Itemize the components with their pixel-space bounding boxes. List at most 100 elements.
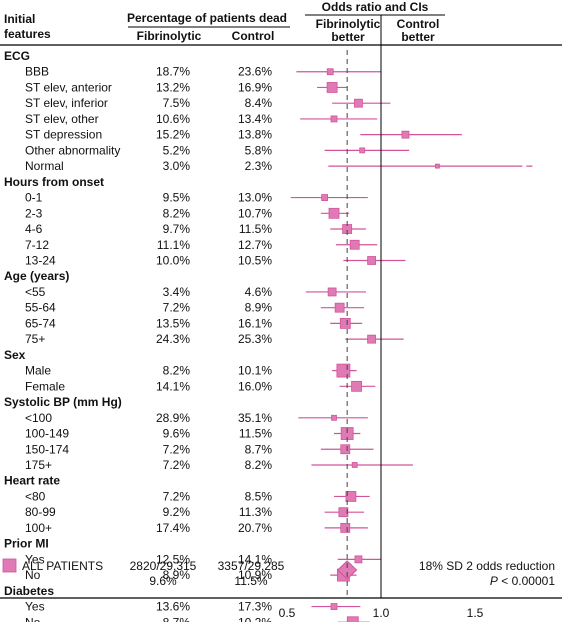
overall-ctrl-pct: 11.5% (234, 574, 267, 588)
x-tick-label: 1.5 (467, 606, 484, 620)
row-label: 150-174 (25, 442, 69, 456)
row-marker (340, 444, 351, 455)
row-fibrinolytic-pct: 12.5% (156, 552, 190, 566)
row-fibrinolytic-pct: 7.2% (163, 442, 191, 456)
row-marker (351, 380, 362, 392)
row-marker (331, 414, 337, 421)
row-fibrinolytic-pct: 8.2% (163, 206, 191, 220)
row-control-pct: 2.3% (245, 159, 273, 173)
row-label: 0-1 (25, 191, 43, 205)
row-marker (327, 287, 337, 297)
row-fibrinolytic-pct: 15.2% (156, 128, 190, 142)
header-or-group: Odds ratio and CIs (322, 0, 429, 14)
x-tick-label: 1.0 (373, 606, 390, 620)
row-control-pct: 11.5% (239, 222, 272, 236)
row-fibrinolytic-pct: 10.6% (156, 112, 190, 126)
header-ctrl-better: better (401, 30, 435, 44)
row-control-pct: 8.9% (245, 301, 273, 315)
row-marker (345, 491, 357, 502)
row-control-pct: 13.0% (238, 191, 272, 205)
row-control-pct: 13.4% (238, 112, 272, 126)
row-label: No (25, 615, 41, 622)
group-heading: Age (years) (4, 269, 69, 283)
header-col-fibrinolytic: Fibrinolytic (137, 29, 202, 43)
row-fibrinolytic-pct: 11.1% (157, 238, 190, 252)
row-fibrinolytic-pct: 13.6% (156, 600, 190, 614)
row-marker (326, 68, 334, 76)
row-control-pct: 12.7% (238, 238, 272, 252)
group-heading: Hours from onset (4, 175, 104, 189)
row-label: Other abnormality (25, 143, 120, 157)
row-label: <55 (25, 285, 46, 299)
row-fibrinolytic-pct: 9.7% (163, 222, 191, 236)
row-label: 65-74 (25, 316, 56, 330)
row-fibrinolytic-pct: 28.9% (156, 411, 190, 425)
row-marker (339, 318, 351, 329)
overall-p-value: P < 0.00001 (490, 574, 555, 588)
header-fib-better: better (331, 30, 365, 44)
overall-fib-counts: 2820/29,315 (130, 559, 197, 573)
group-heading: Diabetes (4, 584, 54, 598)
overall-summary: 18% SD 2 odds reduction (419, 559, 555, 573)
row-control-pct: 35.1% (238, 411, 272, 425)
row-fibrinolytic-pct: 7.2% (163, 301, 191, 315)
row-control-pct: 11.3% (239, 505, 272, 519)
row-control-pct: 10.1% (238, 364, 272, 378)
x-tick-label: 0.5 (279, 606, 296, 620)
header-features: features (4, 27, 51, 41)
row-fibrinolytic-pct: 5.2% (163, 143, 191, 157)
row-fibrinolytic-pct: 13.2% (156, 80, 190, 94)
row-label: 2-3 (25, 206, 43, 220)
row-control-pct: 23.6% (238, 65, 272, 79)
row-control-pct: 8.5% (245, 489, 273, 503)
row-label: 4-6 (25, 222, 43, 236)
row-label: 80-99 (25, 505, 56, 519)
row-control-pct: 16.1% (238, 316, 272, 330)
row-marker (367, 334, 377, 344)
row-marker (330, 115, 338, 123)
row-label: Male (25, 364, 51, 378)
row-label: Yes (25, 552, 45, 566)
group-heading: ECG (4, 49, 30, 63)
row-fibrinolytic-pct: 3.0% (163, 159, 191, 173)
header-fib-better: Fibrinolytic (316, 17, 381, 31)
row-marker (338, 507, 349, 518)
group-heading: Systolic BP (mm Hg) (4, 395, 122, 409)
row-marker (354, 555, 363, 564)
overall-legend-square (2, 558, 17, 573)
row-label: ST elev, other (25, 112, 99, 126)
overall-diamond (337, 560, 358, 580)
row-marker (321, 194, 329, 201)
row-fibrinolytic-pct: 24.3% (156, 332, 190, 346)
row-control-pct: 11.5% (239, 427, 272, 441)
group-heading: Prior MI (4, 537, 49, 551)
row-control-pct: 13.8% (238, 128, 272, 142)
row-label: Female (25, 379, 65, 393)
row-fibrinolytic-pct: 8.9% (163, 568, 191, 582)
row-label: ST elev, anterior (25, 80, 112, 94)
row-label: BBB (25, 65, 49, 79)
row-label: 100-149 (25, 427, 69, 441)
row-label: 175+ (25, 458, 52, 472)
row-marker (351, 462, 358, 468)
row-control-pct: 17.3% (238, 600, 272, 614)
row-marker (354, 98, 363, 108)
row-fibrinolytic-pct: 9.6% (163, 427, 191, 441)
row-control-pct: 14.1% (238, 552, 272, 566)
row-control-pct: 4.6% (245, 285, 273, 299)
row-fibrinolytic-pct: 18.7% (156, 65, 190, 79)
row-fibrinolytic-pct: 8.2% (163, 364, 191, 378)
row-fibrinolytic-pct: 9.5% (163, 191, 191, 205)
header-col-control: Control (232, 29, 275, 43)
header-pct-group: Percentage of patients dead (127, 11, 287, 25)
row-fibrinolytic-pct: 7.2% (163, 489, 191, 503)
row-marker (340, 523, 351, 533)
row-label: 55-64 (25, 301, 56, 315)
overall-fib-pct: 9.6% (149, 574, 177, 588)
row-label: ST elev, inferior (25, 96, 108, 110)
row-label: 75+ (25, 332, 45, 346)
row-fibrinolytic-pct: 10.0% (156, 253, 190, 267)
row-control-pct: 16.9% (238, 80, 272, 94)
